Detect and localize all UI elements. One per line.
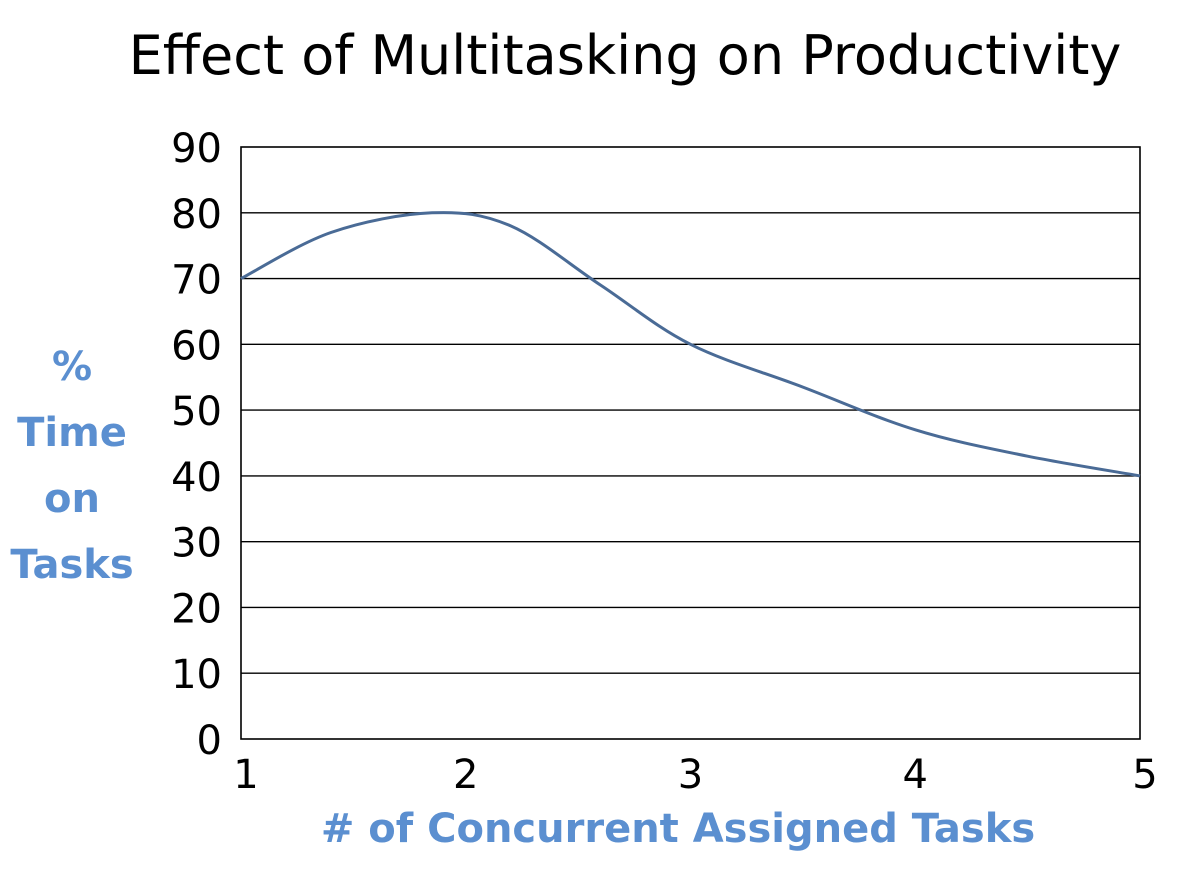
y-tick-label: 0 xyxy=(197,718,222,764)
gridlines xyxy=(241,212,1140,674)
chart-title: Effect of Multitasking on Productivity xyxy=(129,24,1122,87)
y-tick-label: 20 xyxy=(171,586,222,632)
x-axis-ticks: 1 2 3 4 5 xyxy=(233,752,1157,798)
y-tick-label: 40 xyxy=(171,455,222,501)
x-tick-label: 1 xyxy=(233,752,258,798)
series-group xyxy=(240,211,1141,478)
y-tick-label: 10 xyxy=(171,652,222,698)
y-axis-label-line: on xyxy=(44,476,100,522)
y-tick-label: 80 xyxy=(171,192,222,238)
x-axis-label: # of Concurrent Assigned Tasks xyxy=(321,806,1035,852)
plot-frame xyxy=(240,146,1141,740)
y-axis-label-line: % xyxy=(52,344,92,390)
y-tick-label: 70 xyxy=(171,258,222,304)
x-tick-label: 3 xyxy=(678,752,703,798)
x-tick-label: 4 xyxy=(903,752,928,798)
y-tick-label: 50 xyxy=(171,389,222,435)
y-axis-label-line: Time xyxy=(17,410,127,456)
y-tick-label: 60 xyxy=(171,323,222,369)
y-tick-label: 90 xyxy=(171,126,222,172)
series-line xyxy=(240,211,1141,478)
y-axis-ticks: 0 10 20 30 40 50 60 70 80 90 xyxy=(171,126,222,764)
x-tick-label: 5 xyxy=(1132,752,1157,798)
x-tick-label: 2 xyxy=(453,752,478,798)
y-axis-label: % Time on Tasks xyxy=(10,344,133,588)
y-axis-label-line: Tasks xyxy=(10,542,133,588)
y-tick-label: 30 xyxy=(171,521,222,567)
